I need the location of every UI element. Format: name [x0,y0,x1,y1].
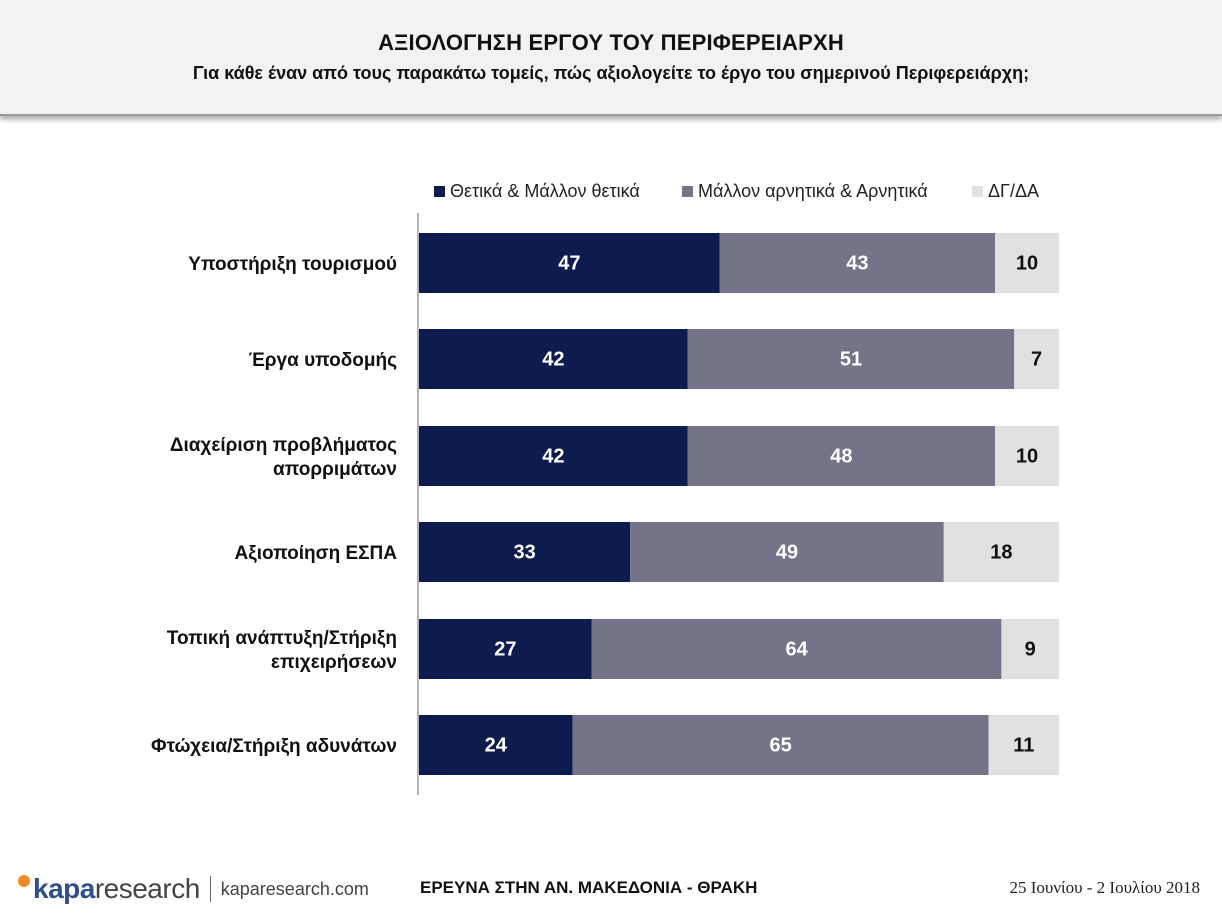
brand-name-bold: kapa [33,873,95,904]
header-bar: ΑΞΙΟΛΟΓΗΣΗ ΕΡΓΟΥ ΤΟΥ ΠΕΡΙΦΕΡΕΙΑΡΧΗ Για κ… [0,0,1222,116]
bar-segment [419,329,688,389]
survey-dates: 25 Ιουνίου - 2 Ιουλίου 2018 [1009,878,1200,897]
legend-label: ΔΓ/ΔΑ [988,181,1039,201]
bar-segment [1014,329,1059,389]
page-subtitle: Για κάθε έναν από τους παρακάτω τομείς, … [192,63,1030,83]
legend-swatch [682,186,693,197]
bar-segment [719,233,995,293]
category-label: Έργα υποδομής [249,350,398,371]
bar-segment [419,715,573,775]
category-label: Υποστήριξη τουρισμού [188,254,397,275]
bar-segment [419,233,720,293]
bar-segment [572,715,989,775]
data-label: 11 [1013,734,1034,756]
data-label: 64 [785,638,808,660]
bar-segment [1001,619,1059,679]
bar-segment [419,522,631,582]
data-label: 47 [558,252,580,274]
bar-segment [995,233,1059,293]
data-label: 9 [1025,638,1036,660]
bar-segment [995,426,1059,486]
data-label: 10 [1016,252,1038,274]
category-label-line: Τοπική ανάπτυξη/Στήριξη [167,628,397,649]
category-label-line: Αξιοποίηση ΕΣΠΑ [235,543,398,564]
data-label: 18 [990,541,1012,563]
brand-name-light: research [94,873,200,904]
brand-logo: kapa research kaparesearch.com [18,872,369,906]
data-label: 27 [494,638,516,660]
data-label: 42 [542,445,564,467]
data-label: 24 [485,734,508,756]
bar-segment [419,619,592,679]
page-title: ΑΞΙΟΛΟΓΗΣΗ ΕΡΓΟΥ ΤΟΥ ΠΕΡΙΦΕΡΕΙΑΡΧΗ [378,30,844,55]
data-label: 7 [1031,348,1042,370]
data-label: 65 [769,734,791,756]
legend-swatch [972,186,983,197]
survey-name: ΕΡΕΥΝΑ ΣΤΗΝ ΑΝ. ΜΑΚΕΔΟΝΙΑ - ΘΡΑΚΗ [420,878,758,897]
category-label-line: Έργα υποδομής [249,350,398,371]
category-label: Φτώχεια/Στήριξη αδυνάτων [151,736,397,757]
category-label-line: Διαχείριση προβλήματος [170,435,397,456]
bar-segment [630,522,944,582]
category-label: Αξιοποίηση ΕΣΠΑ [235,543,398,564]
brand-divider [209,876,211,902]
data-label: 43 [846,252,868,274]
bar-segment [988,715,1059,775]
data-label: 10 [1016,445,1038,467]
category-label-line: απορριμάτων [273,459,397,480]
brand-website: kaparesearch.com [220,878,369,899]
bar-segment [943,522,1059,582]
category-label-line: Φτώχεια/Στήριξη αδυνάτων [151,736,397,757]
legend-label: Μάλλον αρνητικά & Αρνητικά [698,181,928,201]
category-label-line: Υποστήριξη τουρισμού [188,254,397,275]
legend-swatch [434,186,445,197]
data-label: 33 [513,541,535,563]
legend-label: Θετικά & Μάλλον θετικά [450,181,640,201]
category-label: Διαχείριση προβλήματος απορριμάτων [170,435,397,480]
bar-segment [591,619,1002,679]
data-label: 42 [542,348,564,370]
data-label: 49 [776,541,798,563]
bar-segment [687,329,1015,389]
category-label-line: επιχειρήσεων [271,652,397,673]
data-label: 48 [830,445,852,467]
bar-segment [687,426,995,486]
bar-segment [419,426,688,486]
brand-dot-icon [18,875,30,887]
data-label: 51 [840,348,862,370]
category-label: Τοπική ανάπτυξη/Στήριξη επιχειρήσεων [167,628,397,673]
